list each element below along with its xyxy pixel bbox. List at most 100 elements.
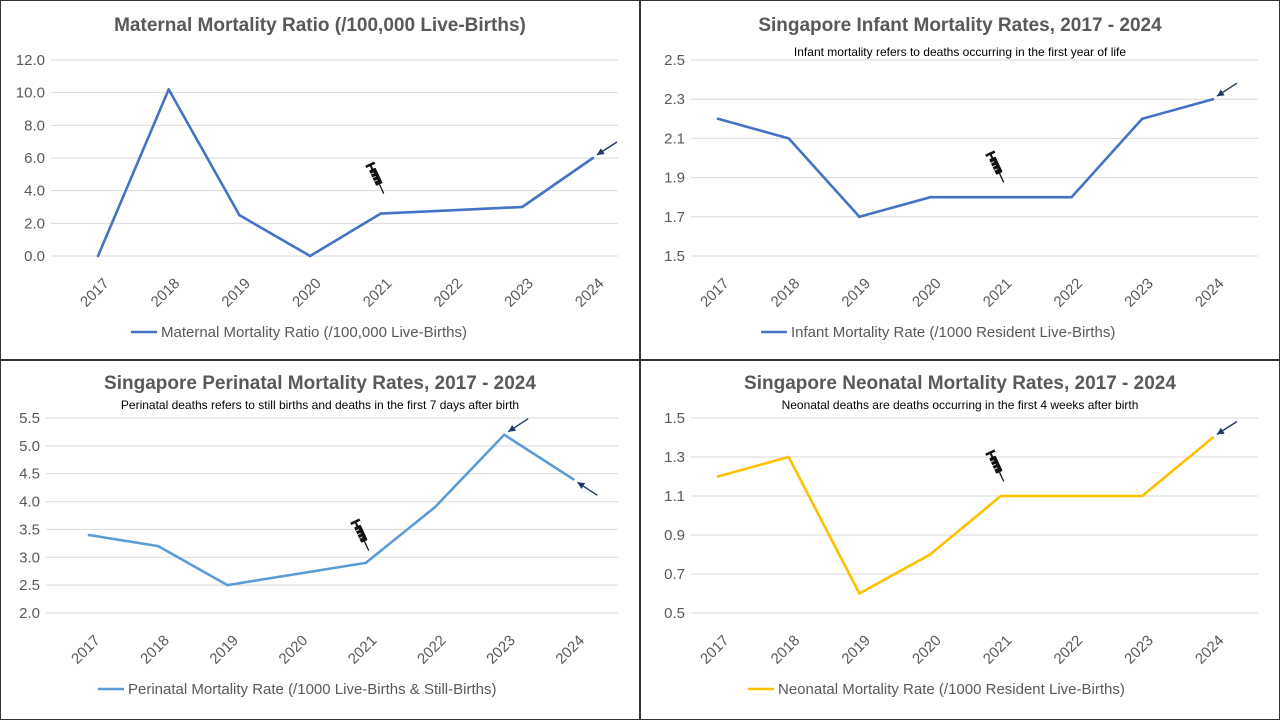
y-tick-label: 4.0 bbox=[19, 494, 40, 511]
x-tick-label: 2020 bbox=[909, 275, 945, 311]
annotation-arrow-head bbox=[577, 482, 586, 490]
data-point bbox=[156, 544, 160, 548]
x-tick-label: 2018 bbox=[768, 275, 804, 311]
y-tick-label: 3.0 bbox=[19, 549, 40, 566]
syringe-tick bbox=[992, 463, 996, 467]
x-tick-label: 2018 bbox=[768, 632, 804, 668]
y-tick-label: 1.1 bbox=[664, 488, 685, 505]
x-tick-label: 2019 bbox=[206, 632, 242, 668]
y-tick-label: 4.5 bbox=[19, 466, 40, 483]
data-point bbox=[520, 205, 524, 209]
y-tick-label: 2.0 bbox=[24, 215, 45, 232]
y-tick-label: 12.0 bbox=[16, 52, 45, 69]
annotation-arrow-head bbox=[508, 424, 516, 432]
x-tick-label: 2017 bbox=[77, 275, 113, 311]
chart-plot: 0.5 0.7 0.9 1.1 1.3 1.5 2017 2018 2019 2020 2021 20… bbox=[664, 410, 1258, 698]
syringe-needle bbox=[998, 173, 1005, 183]
x-tick-label: 2022 bbox=[431, 275, 467, 311]
chart-plot: 0.0 2.0 4.0 6.0 8.0 10.0 12.0 2017 2018 2019 2020 2… bbox=[16, 52, 618, 341]
syringe-tick bbox=[359, 536, 363, 539]
data-point bbox=[379, 212, 383, 215]
syringe-handle bbox=[985, 449, 996, 456]
data-point bbox=[858, 592, 861, 595]
x-tick-label: 2021 bbox=[360, 275, 396, 311]
data-point bbox=[858, 215, 861, 219]
data-point bbox=[433, 505, 437, 509]
data-point bbox=[364, 561, 368, 565]
annotation-arrow-head bbox=[1216, 89, 1225, 97]
y-tick-label: 0.5 bbox=[664, 605, 685, 622]
syringe-barrel bbox=[369, 167, 383, 186]
data-point bbox=[1211, 97, 1215, 101]
y-tick-label: 8.0 bbox=[24, 117, 45, 134]
x-tick-label: 2018 bbox=[148, 275, 184, 311]
syringe-icon bbox=[985, 150, 1005, 183]
x-tick-label: 2023 bbox=[501, 275, 537, 311]
data-point bbox=[1140, 494, 1144, 498]
y-tick-label: 1.3 bbox=[664, 449, 685, 466]
data-point bbox=[295, 572, 298, 576]
x-tick-label: 2023 bbox=[1121, 632, 1157, 668]
series-line bbox=[717, 97, 1214, 219]
data-point bbox=[450, 208, 453, 212]
syringe-handle bbox=[985, 150, 996, 157]
syringe-tick bbox=[355, 529, 360, 532]
y-tick-label: 0.9 bbox=[664, 527, 685, 544]
data-point bbox=[1070, 494, 1073, 498]
legend-label: Infant Mortality Rate (/1000 Resident Li… bbox=[791, 324, 1115, 341]
maternal-mortality-chart: Maternal Mortality Ratio (/100,000 Live-… bbox=[0, 0, 640, 360]
x-tick-label: 2024 bbox=[1192, 275, 1228, 311]
x-tick-label: 2018 bbox=[137, 632, 173, 668]
chart-subtitle: Infant mortality refers to deaths occurr… bbox=[793, 45, 1127, 59]
data-point bbox=[591, 156, 595, 160]
x-tick-label: 2021 bbox=[980, 632, 1016, 668]
chart-title: Singapore Infant Mortality Rates, 2017 -… bbox=[758, 15, 1162, 36]
data-point bbox=[1211, 436, 1215, 439]
chart-subtitle: Perinatal deaths refers to still births … bbox=[120, 398, 520, 412]
data-point bbox=[87, 533, 91, 537]
y-tick-label: 1.5 bbox=[664, 248, 685, 265]
syringe-tick bbox=[994, 467, 998, 470]
x-tick-label: 2021 bbox=[345, 632, 381, 668]
data-point bbox=[787, 137, 790, 140]
syringe-needle bbox=[363, 541, 370, 551]
x-tick-label: 2020 bbox=[909, 632, 945, 668]
x-tick-label: 2019 bbox=[838, 632, 874, 668]
data-point bbox=[167, 88, 170, 91]
x-tick-label: 2022 bbox=[1051, 275, 1087, 311]
x-tick-label: 2017 bbox=[697, 632, 733, 668]
chart-subtitle: Neonatal deaths are deaths occurring in … bbox=[781, 398, 1139, 412]
y-tick-label: 1.5 bbox=[664, 410, 685, 427]
series-line bbox=[96, 88, 594, 258]
syringe-tick bbox=[357, 532, 361, 536]
annotation-arrow-head bbox=[1216, 427, 1225, 435]
y-tick-label: 0.0 bbox=[24, 248, 45, 265]
syringe-barrel bbox=[989, 156, 1003, 175]
data-point bbox=[716, 475, 720, 478]
syringe-icon bbox=[365, 161, 385, 194]
chart-plot: 2.0 2.5 3.0 3.5 4.0 4.5 5.0 5.5 2017 2018 2019 2020… bbox=[19, 410, 618, 698]
chart-title: Maternal Mortality Ratio (/100,000 Live-… bbox=[114, 15, 526, 36]
y-tick-label: 0.7 bbox=[664, 566, 685, 583]
data-point bbox=[716, 117, 720, 121]
legend-label: Maternal Mortality Ratio (/100,000 Live-… bbox=[161, 324, 467, 341]
data-point bbox=[308, 254, 312, 258]
x-tick-label: 2023 bbox=[1121, 275, 1157, 311]
syringe-tick bbox=[990, 161, 995, 164]
data-point bbox=[928, 553, 932, 556]
chart-title: Singapore Perinatal Mortality Rates, 201… bbox=[104, 373, 536, 394]
syringe-handle bbox=[350, 518, 361, 525]
y-tick-label: 2.0 bbox=[19, 605, 40, 622]
syringe-handle bbox=[365, 161, 376, 169]
x-tick-label: 2023 bbox=[483, 632, 519, 668]
x-tick-label: 2019 bbox=[218, 275, 254, 311]
chart-title: Singapore Neonatal Mortality Rates, 2017… bbox=[744, 373, 1176, 394]
syringe-tick bbox=[372, 175, 376, 179]
syringe-barrel bbox=[989, 455, 1003, 474]
data-point bbox=[96, 254, 100, 258]
data-point bbox=[1070, 195, 1073, 199]
syringe-icon bbox=[350, 518, 370, 551]
y-tick-label: 2.5 bbox=[19, 577, 40, 594]
syringe-tick bbox=[992, 164, 996, 168]
